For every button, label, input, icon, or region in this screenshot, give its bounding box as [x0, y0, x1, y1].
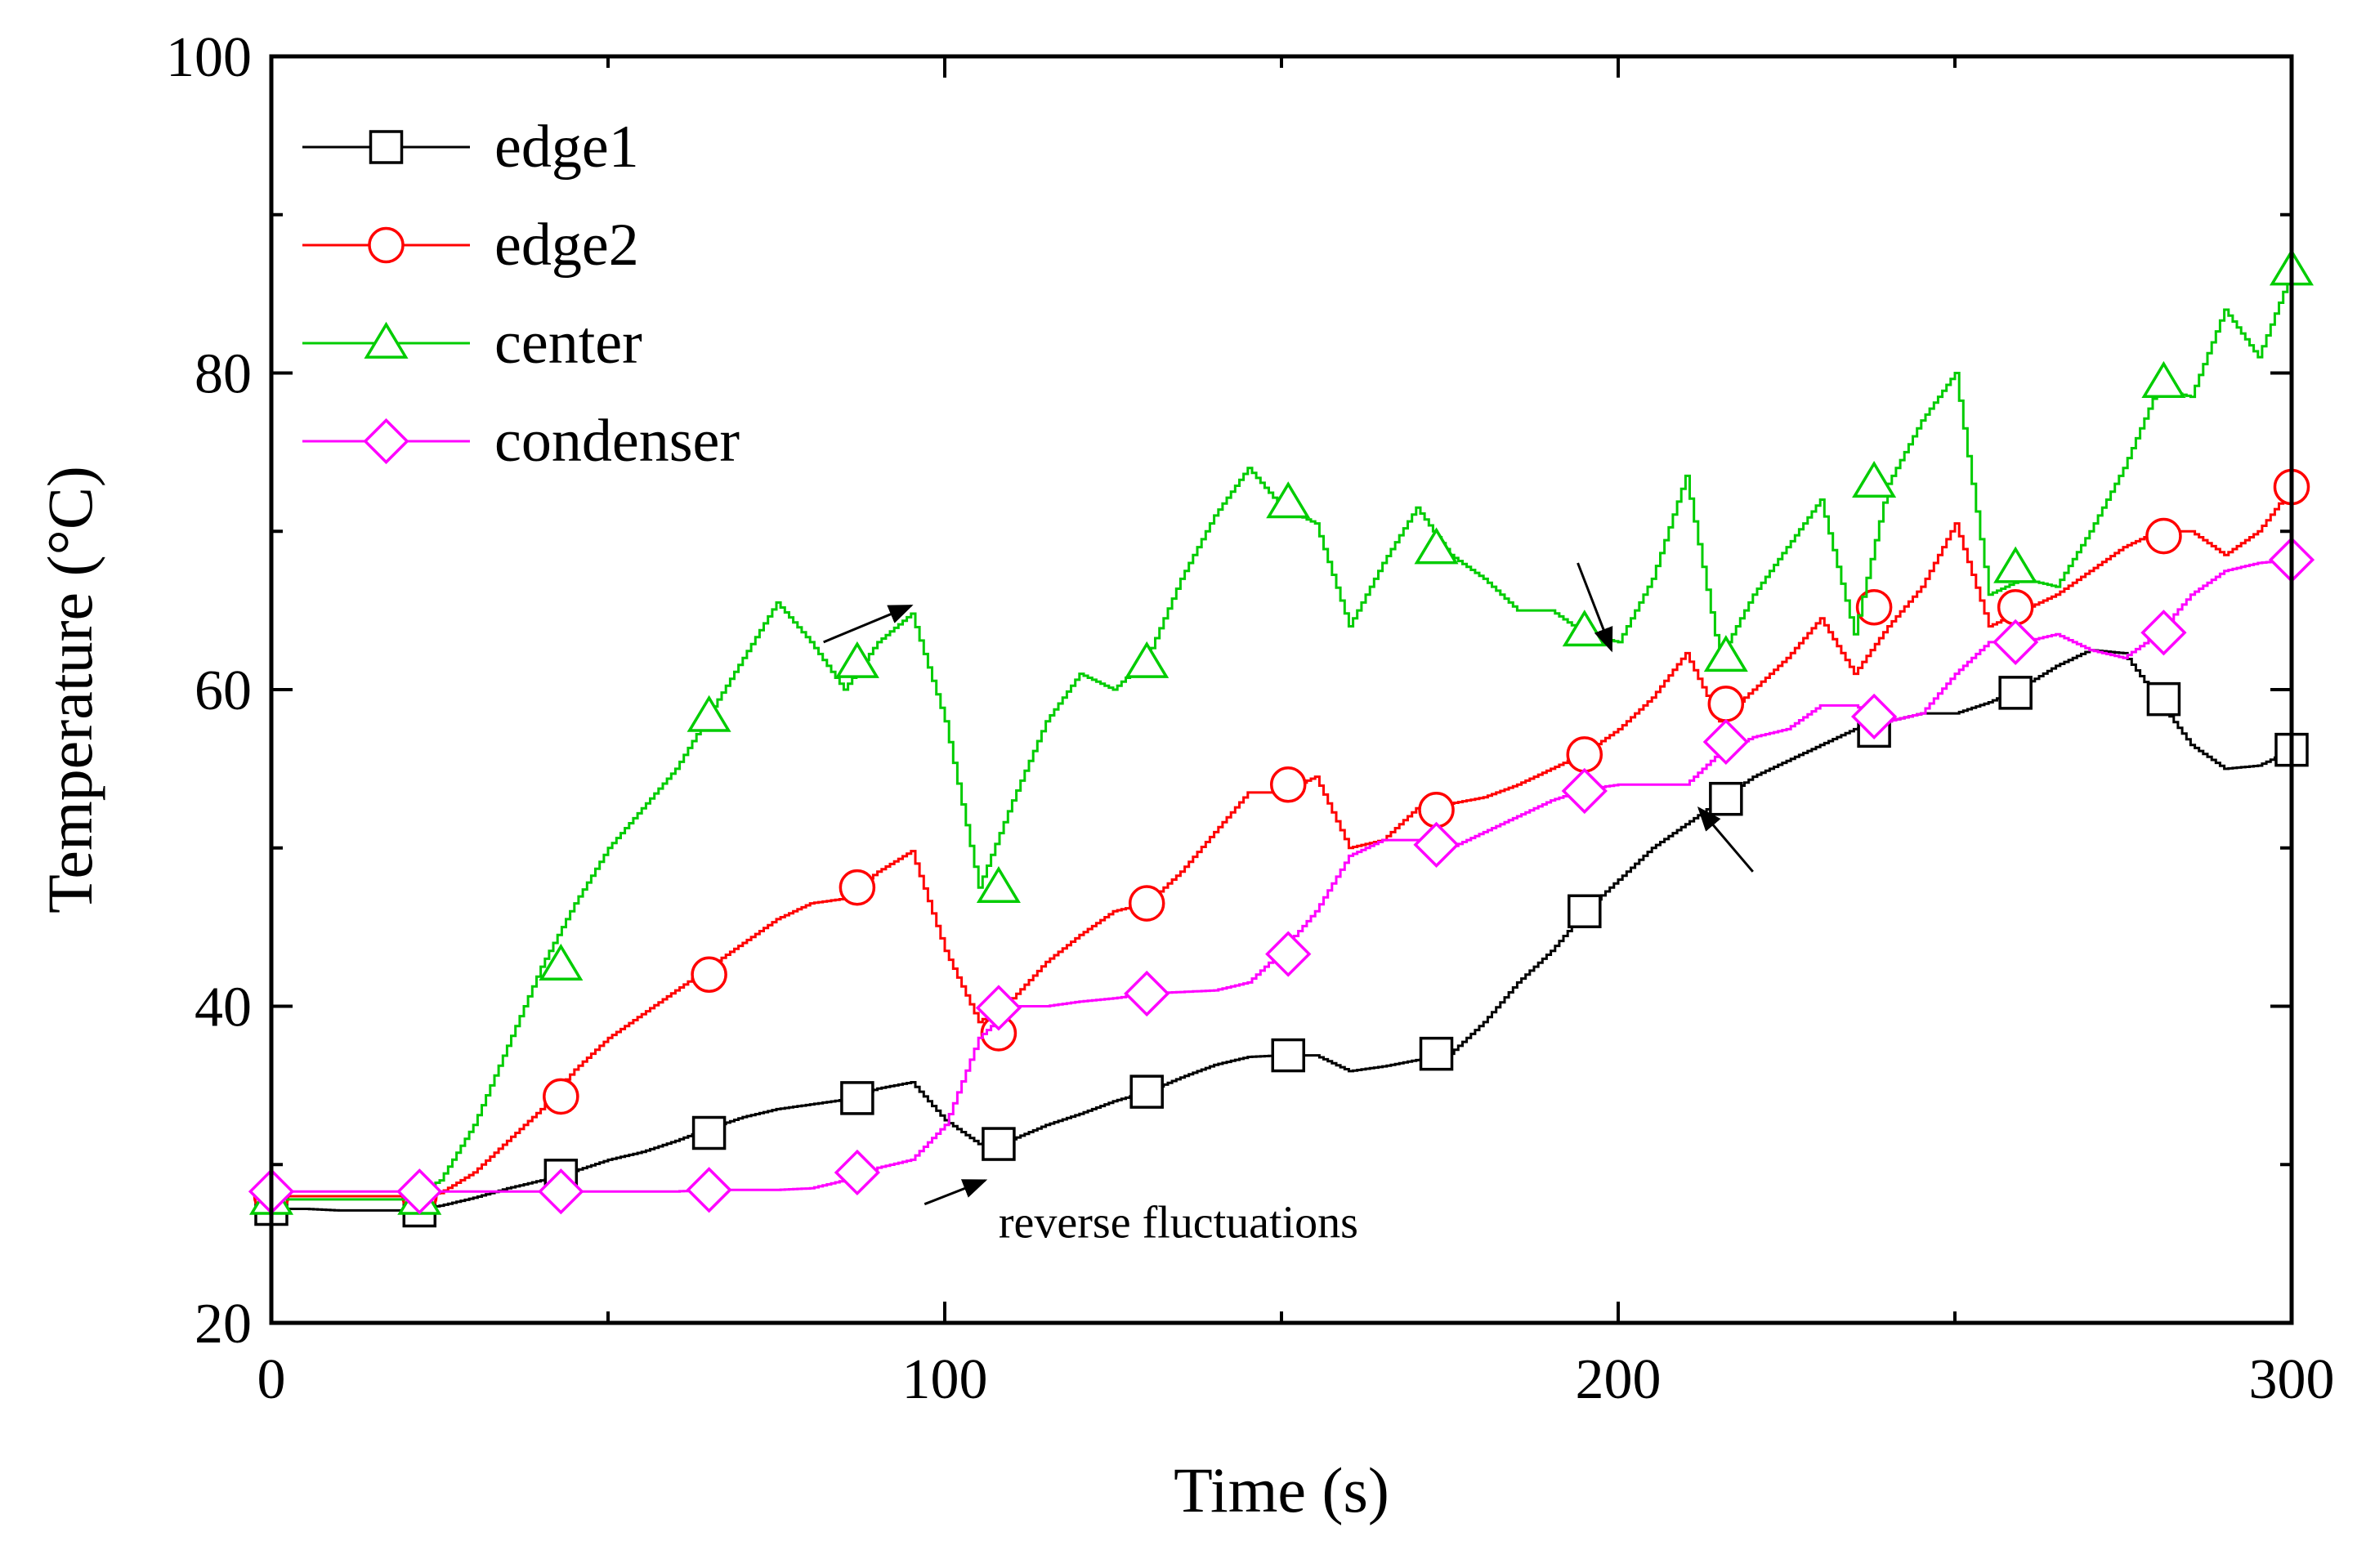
condenser-marker: [834, 1149, 881, 1196]
legend: edge1 edge2 center condenser: [302, 114, 740, 475]
plot-annotations: reverse fluctuations: [823, 562, 1754, 1248]
edge2-marker: [1566, 736, 1603, 773]
center-line: [271, 270, 2293, 1201]
legend-item-center: center: [302, 310, 642, 377]
edge2-marker: [1128, 885, 1165, 922]
edge1-line: [271, 649, 2293, 1212]
center-marker: [976, 865, 1021, 904]
annotation-arrow: [1697, 806, 1754, 873]
legend-label: edge2: [494, 212, 639, 279]
x-tick-label: 200: [1576, 1348, 1662, 1411]
edge1-marker: [840, 1081, 874, 1115]
edge2-line: [271, 487, 2293, 1198]
condenser-marker: [396, 1168, 443, 1215]
annotation-arrow: [823, 604, 914, 644]
edge2-marker: [1418, 791, 1455, 829]
center-marker: [1852, 460, 1897, 498]
y-tick-label: 80: [195, 343, 252, 406]
edge1-marker: [691, 1115, 727, 1150]
condenser-marker: [1265, 931, 1312, 977]
condenser-marker: [686, 1167, 732, 1213]
edge1-marker: [1271, 1038, 1305, 1073]
center-marker: [1703, 635, 1748, 672]
x-tick-label: 100: [902, 1348, 988, 1411]
center-marker: [2141, 360, 2186, 398]
x-tick-label: 0: [257, 1348, 286, 1411]
edge1-marker: [1568, 894, 1602, 928]
center-marker: [1414, 527, 1459, 565]
series-condenser: [248, 537, 2315, 1215]
legend-marker: [364, 321, 409, 359]
edge2-marker: [2145, 517, 2182, 555]
legend-label: condenser: [494, 408, 740, 475]
x-axis-title: Time (s): [1174, 1454, 1389, 1526]
condenser-marker: [1124, 970, 1170, 1017]
legend-item-edge2: edge2: [302, 212, 639, 279]
annotation-arrow: [924, 1179, 988, 1206]
y-tick-label: 40: [195, 976, 252, 1039]
legend-marker: [368, 226, 405, 264]
y-tick-label: 100: [166, 26, 252, 89]
center-marker: [1993, 546, 2038, 583]
axes-ticks: 0 100 200 300 20 40 60 80 100: [166, 26, 2335, 1411]
center-marker: [1125, 641, 1170, 678]
center-marker: [1266, 481, 1311, 519]
center-marker: [539, 943, 584, 981]
condenser-marker: [538, 1168, 584, 1215]
x-tick-label: 300: [2249, 1348, 2335, 1411]
edge1-marker: [1129, 1074, 1164, 1109]
edge2-marker: [691, 956, 727, 994]
annotation-text: reverse fluctuations: [999, 1197, 1358, 1248]
condenser-marker: [2140, 610, 2187, 656]
plot-series: [248, 248, 2315, 1228]
condenser-marker: [975, 985, 1022, 1031]
condenser-marker: [1561, 767, 1608, 815]
condenser-marker: [1702, 718, 1749, 766]
annotation-arrow: [1577, 562, 1613, 653]
center-marker: [834, 641, 879, 678]
edge1-marker: [1998, 676, 2033, 710]
condenser-marker: [1413, 821, 1460, 868]
condenser-marker: [1850, 693, 1898, 740]
edge2-marker: [1997, 588, 2034, 626]
legend-item-condenser: condenser: [302, 408, 740, 475]
edge1-marker: [2146, 681, 2181, 717]
edge2-marker: [1269, 766, 1307, 803]
center-marker: [1562, 610, 1607, 647]
legend-marker: [369, 130, 404, 164]
edge1-marker: [1709, 781, 1743, 816]
series-center: [248, 248, 2315, 1215]
y-axis-title: Temperature (°C): [34, 466, 105, 914]
center-marker: [687, 695, 731, 732]
edge2-marker: [543, 1078, 579, 1115]
edge2-marker: [1855, 588, 1893, 626]
edge1-marker: [982, 1127, 1016, 1161]
y-tick-label: 20: [195, 1293, 252, 1356]
legend-label: edge1: [494, 114, 639, 181]
y-tick-label: 60: [195, 659, 252, 722]
edge2-marker: [1707, 686, 1745, 722]
edge1-marker: [1419, 1036, 1454, 1071]
legend-item-edge1: edge1: [302, 114, 639, 181]
condenser-marker: [1992, 619, 2039, 665]
legend-marker: [363, 418, 409, 465]
legend-label: center: [494, 310, 642, 377]
edge2-marker: [839, 869, 876, 906]
